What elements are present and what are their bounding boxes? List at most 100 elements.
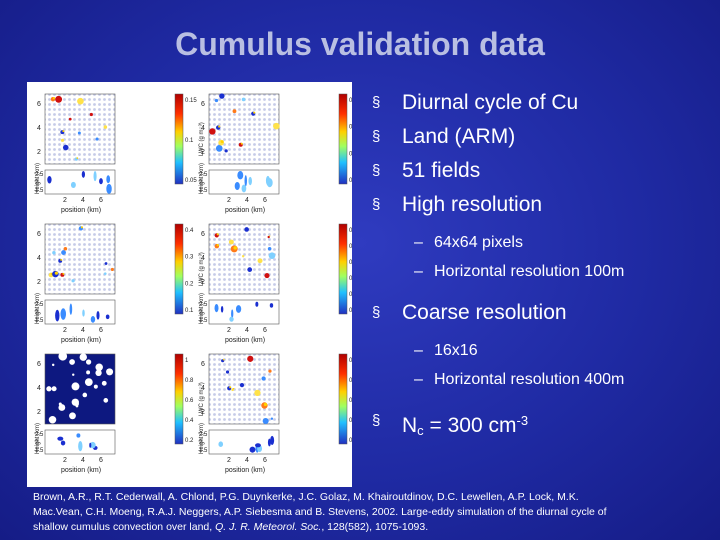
colorbar-tick-label: 0.1	[349, 178, 352, 184]
cloud-blob	[268, 369, 272, 373]
bullet-diurnal-cycle: § Diurnal cycle of Cu	[372, 86, 712, 120]
cloud-blob	[106, 368, 114, 376]
cloud-blob	[69, 412, 76, 420]
cloud-field-panel	[208, 223, 280, 295]
x-tick-label: 2	[227, 327, 231, 334]
x-tick-label: 4	[81, 457, 85, 464]
y-axis-label: Height (km)	[35, 293, 41, 324]
subbullet-text: 16x16	[434, 342, 478, 359]
cloud-blob	[241, 255, 245, 258]
cloud-blob	[79, 353, 87, 361]
cloud-core	[216, 244, 219, 247]
colorbar-tick-label: 0.4	[349, 378, 352, 384]
bullet-text: Land (ARM)	[402, 125, 516, 148]
height-tick-label: 2	[35, 180, 39, 186]
height-tick-label: 2	[199, 310, 203, 316]
cloud-field-panels: 2 4 6 2.5 2 1.5 2 4 6 0.15 0.1 0.05 position (km) Hei…	[35, 93, 369, 474]
cloud-blob	[219, 93, 225, 99]
cross-section-cloud	[47, 175, 52, 184]
y-tick-label: 4	[37, 385, 41, 392]
height-tick-label: 2.5	[199, 432, 208, 438]
cross-section-cloud	[237, 170, 244, 180]
cloud-core	[80, 226, 84, 229]
subbullet-resolution-400m: – Horizontal resolution 400m	[372, 365, 712, 394]
bullet-droplet-concentration: § Nc = 300 cm-3	[372, 404, 712, 438]
cloud-field-panel	[208, 93, 280, 165]
bullet-51-fields: § 51 fields	[372, 154, 712, 188]
colorbar	[174, 93, 184, 185]
x-axis-label: position (km)	[225, 207, 265, 214]
cloud-blob	[267, 246, 272, 251]
cross-section-cloud	[241, 184, 247, 193]
cross-section-cloud	[214, 303, 219, 313]
x-tick-label: 6	[263, 457, 267, 464]
subbullet-16x16: – 16x16	[372, 336, 712, 365]
cloud-core	[263, 402, 268, 407]
x-axis-label: position (km)	[61, 337, 101, 344]
bullet-marker: §	[372, 94, 381, 111]
height-tick-label: 2	[199, 180, 203, 186]
cross-section-cloud	[96, 310, 100, 320]
cross-section-cloud	[57, 436, 64, 441]
cross-section-cloud	[99, 178, 103, 185]
cloud-blob	[103, 272, 107, 275]
cross-section-cloud	[269, 303, 274, 308]
x-tick-label: 2	[63, 197, 67, 204]
dash-marker: –	[414, 234, 423, 251]
cloud-field-panel	[44, 93, 116, 165]
cloud-blob	[209, 128, 216, 135]
y-axis-label: Height (km)	[35, 423, 41, 454]
cloud-blob	[215, 145, 223, 152]
cloud-field-figure: 2 4 6 2.5 2 1.5 2 4 6 0.15 0.1 0.05 position (km) Hei…	[27, 82, 369, 487]
cloud-core	[229, 386, 232, 389]
cloud-blob	[58, 402, 62, 406]
nc-value: = 300 cm	[423, 414, 517, 437]
colorbar-tick-label: 0.3	[349, 398, 352, 404]
cross-section-cloud	[106, 183, 112, 194]
subbullet-text: 64x64 pixels	[434, 234, 523, 251]
cloud-blob	[71, 382, 80, 391]
cloud-blob	[110, 267, 114, 272]
colorbar-tick-label: 0.3	[349, 228, 352, 234]
cloud-core	[240, 142, 243, 145]
colorbar-tick-label: 0.1	[349, 438, 352, 444]
y-tick-label: 4	[37, 125, 41, 132]
x-tick-label: 6	[99, 327, 103, 334]
cloud-core	[62, 130, 65, 133]
cloud-blob	[62, 144, 69, 151]
cloud-core	[269, 235, 271, 237]
colorbar-tick-label: 0.3	[349, 125, 352, 131]
colorbar-tick-label: 1	[185, 358, 189, 364]
cloud-blob	[214, 98, 219, 103]
height-tick-label: 1.5	[35, 188, 44, 194]
y-axis-label: Height (km)	[199, 163, 205, 194]
cloud-blob	[68, 117, 72, 121]
cloud-blob	[257, 258, 263, 264]
subbullet-text: Horizontal resolution 400m	[434, 371, 625, 388]
bullet-land-arm: § Land (ARM)	[372, 120, 712, 154]
cloud-blob	[273, 122, 280, 130]
height-tick-label: 1.5	[199, 448, 208, 454]
bullet-text: 51 fields	[402, 159, 481, 182]
cross-section-cloud	[234, 182, 240, 191]
cross-section-cloud	[270, 435, 275, 445]
x-tick-label: 6	[99, 197, 103, 204]
nc-symbol: N	[402, 414, 418, 437]
bullet-text: Coarse resolution	[402, 301, 567, 324]
y-tick-label: 6	[201, 101, 205, 108]
cross-section-cloud	[70, 181, 76, 189]
cross-section-cloud	[89, 441, 96, 449]
cross-section-panel	[208, 299, 280, 325]
cross-section-cloud	[231, 309, 234, 319]
bullet-high-resolution: § High resolution	[372, 188, 712, 222]
cloud-blob	[58, 404, 66, 411]
cloud-blob	[52, 250, 56, 255]
y-tick-label: 4	[201, 255, 205, 262]
cloud-blob	[228, 239, 234, 245]
height-tick-label: 2.5	[35, 302, 44, 308]
bullet-text: Diurnal cycle of Cu	[402, 91, 579, 114]
cloud-blob	[85, 359, 92, 365]
colorbar-tick-label: 0.15	[185, 98, 197, 104]
cloud-blob	[95, 137, 99, 141]
reference-pages: , 128(582), 1075-1093.	[321, 521, 429, 533]
